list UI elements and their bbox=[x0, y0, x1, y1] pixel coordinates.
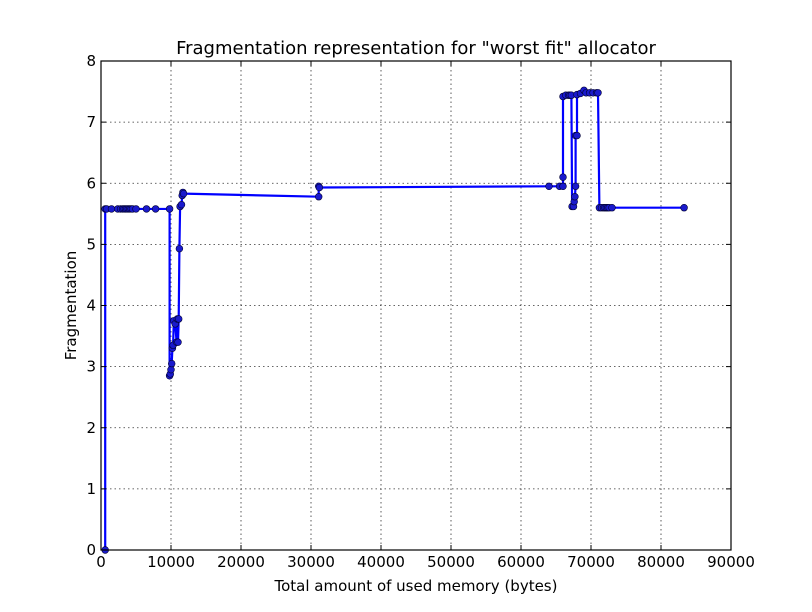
y-tick-labels: 0 1 2 3 4 5 6 7 8 bbox=[86, 52, 96, 559]
y-axis-label: Fragmentation bbox=[62, 251, 80, 361]
x-tick-label: 10000 bbox=[147, 553, 195, 571]
data-point bbox=[571, 182, 580, 191]
data-point bbox=[573, 131, 581, 140]
data-point bbox=[545, 182, 553, 191]
y-tick-label: 7 bbox=[86, 113, 96, 131]
data-point bbox=[175, 244, 184, 253]
data-point bbox=[680, 204, 688, 212]
data-point bbox=[167, 365, 175, 374]
y-tick-label: 8 bbox=[86, 52, 96, 70]
y-tick-label: 2 bbox=[86, 419, 96, 437]
data-point bbox=[177, 200, 186, 209]
x-tick-label: 90000 bbox=[707, 553, 755, 571]
data-point bbox=[107, 205, 116, 213]
data-point bbox=[132, 205, 140, 213]
y-tick-label: 3 bbox=[86, 358, 96, 376]
y-tick-label: 6 bbox=[86, 174, 96, 192]
data-point bbox=[559, 182, 567, 191]
x-tick-label: 0 bbox=[96, 553, 106, 571]
data-point bbox=[608, 204, 616, 212]
y-tick-label: 4 bbox=[86, 297, 96, 315]
data-point bbox=[165, 205, 174, 213]
data-point bbox=[315, 193, 323, 201]
data-point bbox=[179, 189, 188, 198]
x-axis-label: Total amount of used memory (bytes) bbox=[274, 577, 558, 595]
data-point bbox=[315, 183, 324, 192]
data-point bbox=[559, 173, 567, 181]
series-layer bbox=[101, 86, 688, 554]
y-tick-label: 0 bbox=[86, 541, 96, 559]
data-point bbox=[174, 338, 182, 346]
x-tick-label: 50000 bbox=[427, 553, 475, 571]
y-tick-label: 5 bbox=[86, 235, 96, 253]
data-point bbox=[175, 315, 183, 323]
data-point bbox=[571, 193, 579, 201]
y-tick-label: 1 bbox=[86, 480, 96, 498]
x-tick-labels: 0 10000 20000 30000 40000 50000 60000 70000 8000… bbox=[96, 553, 755, 571]
data-point bbox=[594, 89, 602, 97]
x-tick-label: 60000 bbox=[497, 553, 545, 571]
x-tick-label: 70000 bbox=[567, 553, 615, 571]
axis-ticks bbox=[100, 60, 732, 551]
x-tick-label: 30000 bbox=[287, 553, 335, 571]
data-point bbox=[142, 205, 151, 213]
data-point bbox=[168, 359, 176, 368]
chart-title: Fragmentation representation for "worst … bbox=[176, 38, 656, 59]
x-tick-label: 80000 bbox=[637, 553, 685, 571]
x-tick-label: 20000 bbox=[217, 553, 265, 571]
data-point bbox=[151, 205, 160, 213]
x-tick-label: 40000 bbox=[357, 553, 405, 571]
